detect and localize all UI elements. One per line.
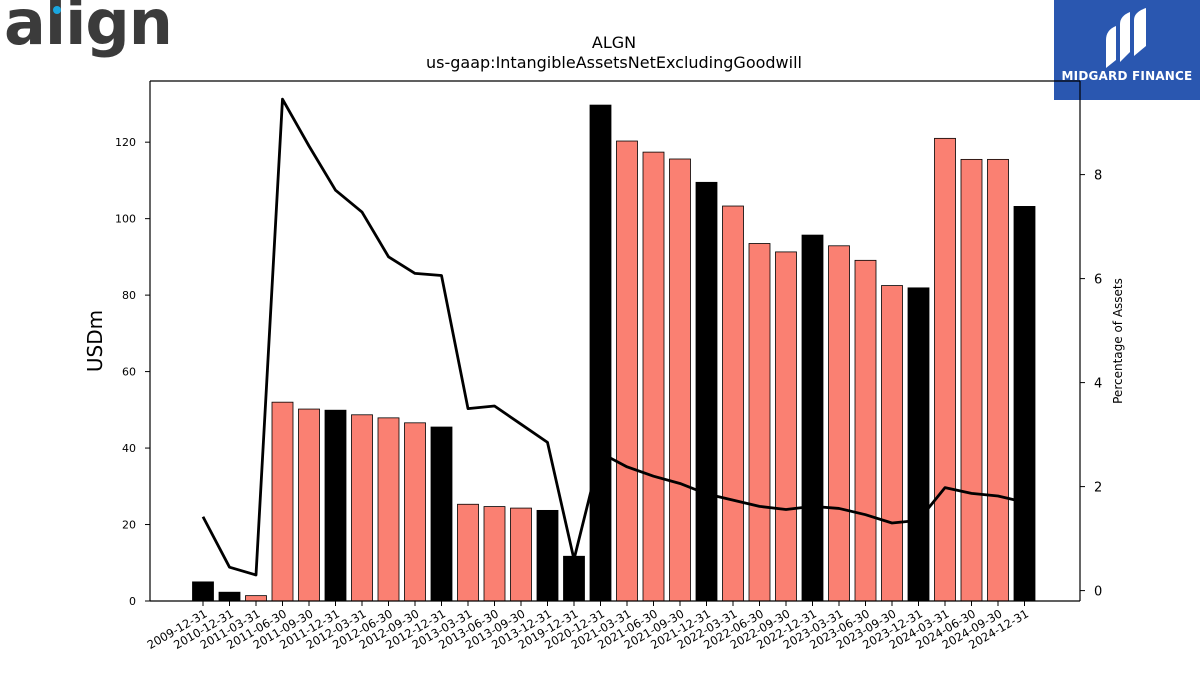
bar-2022-03-31: [722, 205, 744, 602]
bar-2011-06-30: [271, 401, 294, 602]
bar-2022-09-30: [775, 251, 797, 602]
bar-2011-12-31: [324, 409, 347, 602]
y-tick-label: 0: [129, 595, 136, 608]
midgard-finance-logo: MIDGARD FINANCE: [1054, 0, 1200, 100]
y2-tick-label: 4: [1094, 377, 1102, 392]
y-tick-label: 60: [122, 366, 136, 379]
bar-2021-06-30: [642, 151, 665, 602]
y2-tick-label: 8: [1094, 169, 1102, 184]
bar-2023-09-30: [881, 285, 903, 602]
bar-2024-03-31: [934, 137, 956, 602]
bar-2013-03-31: [457, 503, 479, 602]
bar-2011-03-31: [245, 595, 267, 602]
bar-2021-12-31: [695, 181, 718, 602]
bar-2019-12-31: [563, 555, 585, 602]
bar-2012-03-31: [351, 414, 373, 602]
bar-2021-09-30: [669, 158, 691, 602]
y-tick-label: 80: [122, 289, 136, 302]
bar-2013-09-30: [510, 507, 532, 602]
align-logo: align: [4, 0, 173, 59]
bar-2009-12-31: [192, 581, 214, 602]
y2-tick-label: 2: [1094, 481, 1102, 496]
bar-2024-06-30: [960, 158, 983, 602]
bar-2022-06-30: [748, 243, 771, 602]
bar-2024-09-30: [987, 158, 1009, 602]
bar-2012-12-31: [430, 426, 453, 602]
y2-tick-label: 0: [1094, 585, 1102, 600]
chart-title: ALGN: [592, 33, 636, 52]
y-tick-label: 120: [115, 136, 136, 149]
bar-2012-06-30: [377, 417, 400, 602]
bar-2023-12-31: [907, 287, 930, 602]
bar-2021-03-31: [616, 140, 638, 602]
y-axis-label: USDm: [83, 310, 107, 372]
bar-2020-12-31: [589, 104, 612, 602]
y-tick-label: 40: [122, 442, 136, 455]
brand-name: MIDGARD FINANCE: [1061, 69, 1193, 83]
bar-2012-09-30: [404, 422, 426, 602]
y-tick-label: 100: [115, 213, 136, 226]
percentage-line: [201, 97, 1025, 577]
bar-2013-12-31: [536, 509, 559, 602]
plot-area: 020406080100120024682009-12-312010-12-31…: [115, 80, 1102, 652]
bar-2023-03-31: [828, 245, 850, 602]
bar-2011-09-30: [298, 408, 320, 602]
bar-2013-06-30: [483, 506, 506, 602]
y2-tick-label: 6: [1094, 273, 1102, 288]
midgard-logo-icon: [1106, 8, 1146, 68]
bar-2010-12-31: [218, 591, 241, 602]
bar-2024-12-31: [1013, 206, 1036, 602]
bar-2023-06-30: [854, 259, 877, 602]
y-tick-label: 20: [122, 519, 136, 532]
bar-2022-12-31: [801, 234, 824, 602]
y2-axis-label: Percentage of Assets: [1111, 278, 1125, 404]
logo-dot: [53, 6, 61, 14]
chart-subtitle: us-gaap:IntangibleAssetsNetExcludingGood…: [426, 53, 802, 72]
